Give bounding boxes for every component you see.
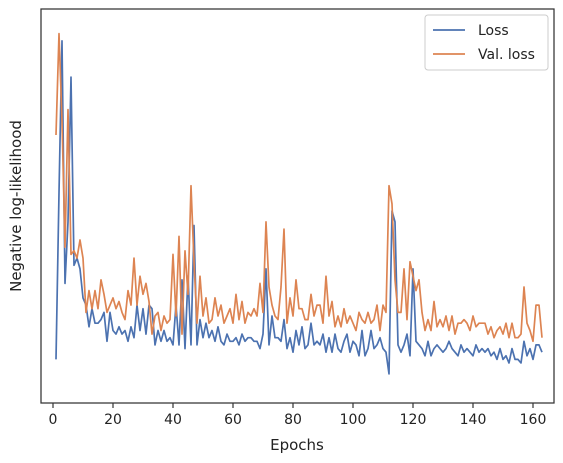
- x-axis-title: Epochs: [270, 436, 324, 454]
- x-tick-label: 60: [224, 412, 242, 428]
- legend-label-loss: Loss: [478, 23, 509, 39]
- x-tick-label: 120: [400, 412, 427, 428]
- y-axis-title: Negative log-likelihood: [7, 120, 25, 292]
- x-tick-label: 140: [460, 412, 487, 428]
- x-tick-label: 160: [520, 412, 547, 428]
- legend: Loss Val. loss: [424, 14, 549, 71]
- series-layer: [55, 32, 543, 375]
- x-tick-label: 40: [164, 412, 182, 428]
- series-line-val-loss: [55, 32, 543, 343]
- x-tick-label: 0: [49, 412, 58, 428]
- x-tick-label: 100: [340, 412, 367, 428]
- x-axis: 0 20 40 60 80 100 120 140 160: [49, 403, 547, 428]
- legend-label-val-loss: Val. loss: [478, 47, 535, 63]
- legend-box: [424, 14, 549, 71]
- plot-frame: [40, 8, 555, 404]
- x-tick-label: 20: [104, 412, 122, 428]
- x-tick-label: 80: [284, 412, 302, 428]
